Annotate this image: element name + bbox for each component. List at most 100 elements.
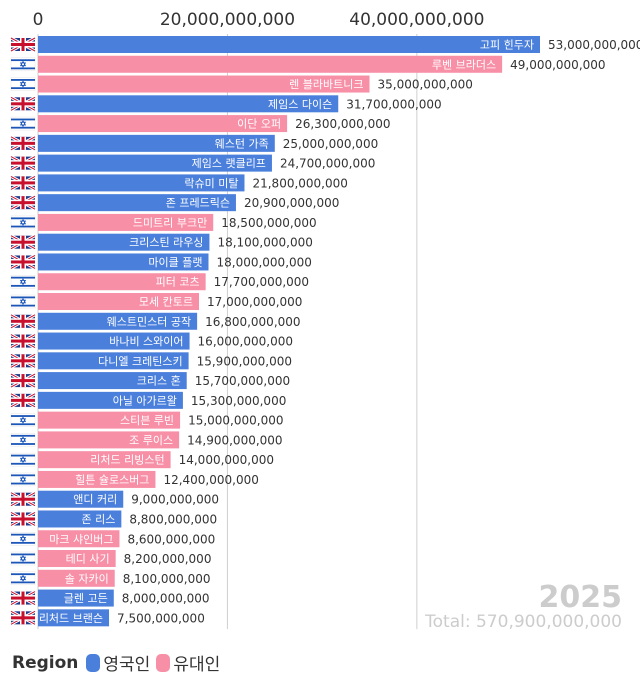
- bar: [38, 174, 245, 192]
- legend-item-israel[interactable]: 유대인: [156, 650, 220, 675]
- value-label: 20,900,000,000: [244, 196, 339, 210]
- israel-flag-icon: [10, 452, 36, 467]
- uk-flag-icon: [10, 491, 36, 508]
- bar: [38, 609, 110, 627]
- bar: [38, 233, 210, 251]
- value-label: 14,900,000,000: [187, 433, 282, 447]
- bar: [38, 115, 288, 133]
- bar-name-label: 크리스틴 라우싱: [129, 236, 203, 249]
- value-label: 17,700,000,000: [214, 275, 309, 289]
- bar: [38, 411, 181, 429]
- israel-flag-icon: [10, 274, 36, 289]
- israel-flag-icon: [10, 551, 36, 566]
- value-label: 53,000,000,000: [548, 38, 640, 52]
- bar: [38, 490, 124, 508]
- legend-swatch-uk: [86, 653, 101, 672]
- bar-name-label: 피터 코츠: [156, 276, 200, 289]
- value-label: 18,500,000,000: [221, 216, 316, 230]
- value-label: 8,800,000,000: [129, 512, 217, 526]
- legend-item-uk[interactable]: 영국인: [86, 650, 150, 675]
- bar: [38, 273, 206, 291]
- bar-name-label: 글렌 고든: [64, 592, 108, 605]
- bar-name-label: 솔 자카이: [65, 572, 109, 585]
- bar: [38, 470, 156, 488]
- bar-name-label: 다니엘 크레틴스키: [98, 355, 182, 368]
- bar: [38, 391, 183, 409]
- bar: [38, 134, 275, 152]
- uk-flag-icon: [10, 194, 36, 211]
- bar-name-label: 크리스 혼: [137, 375, 181, 388]
- legend-label-israel: 유대인: [173, 655, 221, 675]
- bar-name-label: 스티븐 루빈: [120, 414, 174, 427]
- israel-flag-icon: [10, 413, 36, 427]
- year-label: 2025: [538, 580, 623, 615]
- bar-name-label: 존 리스: [81, 513, 115, 526]
- bar: [38, 451, 171, 469]
- bar: [38, 372, 187, 390]
- value-label: 8,600,000,000: [127, 532, 215, 546]
- bar-name-label: 리처드 브랜슨: [39, 612, 103, 625]
- bar: [38, 154, 272, 172]
- value-label: 17,000,000,000: [207, 295, 302, 309]
- value-label: 16,000,000,000: [198, 335, 293, 349]
- bar-name-label: 제임스 다이슨: [268, 98, 332, 111]
- value-label: 25,000,000,000: [283, 137, 378, 151]
- value-label: 16,800,000,000: [205, 315, 300, 329]
- israel-flag-icon: [10, 57, 36, 72]
- bar: [38, 213, 214, 231]
- bar-name-label: 웨스턴 가족: [215, 137, 269, 150]
- bar: [38, 569, 115, 587]
- bar-name-label: 마크 샤인버그: [49, 533, 113, 546]
- uk-flag-icon: [10, 313, 36, 330]
- israel-flag-icon: [10, 472, 36, 487]
- value-label: 31,700,000,000: [346, 97, 441, 111]
- value-label: 12,400,000,000: [163, 473, 258, 487]
- uk-flag-icon: [10, 254, 36, 270]
- bar: [38, 55, 503, 73]
- uk-flag-icon: [10, 590, 36, 606]
- bar: [38, 431, 180, 449]
- uk-flag-icon: [10, 95, 36, 112]
- bar: [38, 36, 540, 53]
- bar: [38, 95, 339, 113]
- bar-name-label: 고피 힌두자: [480, 39, 534, 52]
- value-label: 15,700,000,000: [195, 374, 290, 388]
- bar-name-label: 바나비 스와이어: [109, 335, 183, 348]
- x-tick-label: 40,000,000,000: [349, 10, 484, 30]
- israel-flag-icon: [10, 77, 36, 91]
- uk-flag-icon: [10, 234, 36, 251]
- bar-name-label: 조 루이스: [129, 434, 173, 447]
- value-label: 35,000,000,000: [378, 78, 473, 92]
- uk-flag-icon: [10, 372, 36, 389]
- bar-name-label: 락슈미 미탈: [184, 177, 238, 190]
- bar-name-label: 드미트리 부크만: [133, 216, 207, 229]
- bar: [38, 510, 122, 528]
- israel-flag-icon: [10, 294, 36, 309]
- bar: [38, 530, 120, 548]
- uk-flag-icon: [10, 353, 36, 369]
- bar: [38, 253, 209, 271]
- uk-flag-icon: [10, 610, 36, 626]
- israel-flag-icon: [10, 116, 36, 131]
- legend-title: Region: [12, 652, 79, 673]
- x-tick-label: 0: [33, 10, 44, 30]
- uk-flag-icon: [10, 333, 36, 349]
- bar-name-label: 아닐 아가르왈: [113, 394, 177, 407]
- value-label: 7,500,000,000: [117, 611, 205, 625]
- uk-flag-icon: [10, 175, 36, 191]
- x-tick-label: 20,000,000,000: [160, 10, 295, 30]
- value-label: 15,900,000,000: [197, 354, 292, 368]
- value-label: 14,000,000,000: [179, 453, 274, 467]
- value-label: 9,000,000,000: [131, 493, 219, 507]
- value-label: 8,100,000,000: [123, 572, 211, 586]
- value-label: 8,000,000,000: [122, 592, 210, 606]
- israel-flag-icon: [10, 215, 36, 230]
- uk-flag-icon: [10, 511, 36, 527]
- value-label: 18,100,000,000: [217, 236, 312, 250]
- value-label: 49,000,000,000: [510, 58, 605, 72]
- bar-name-label: 웨스트민스터 공작: [107, 315, 191, 328]
- bar-name-label: 루벤 브라더스: [432, 58, 496, 71]
- bar-name-label: 마이클 플랫: [148, 256, 202, 269]
- bar-name-label: 존 프레드릭슨: [166, 197, 230, 210]
- total-label: Total: 570,900,000,000: [425, 612, 622, 632]
